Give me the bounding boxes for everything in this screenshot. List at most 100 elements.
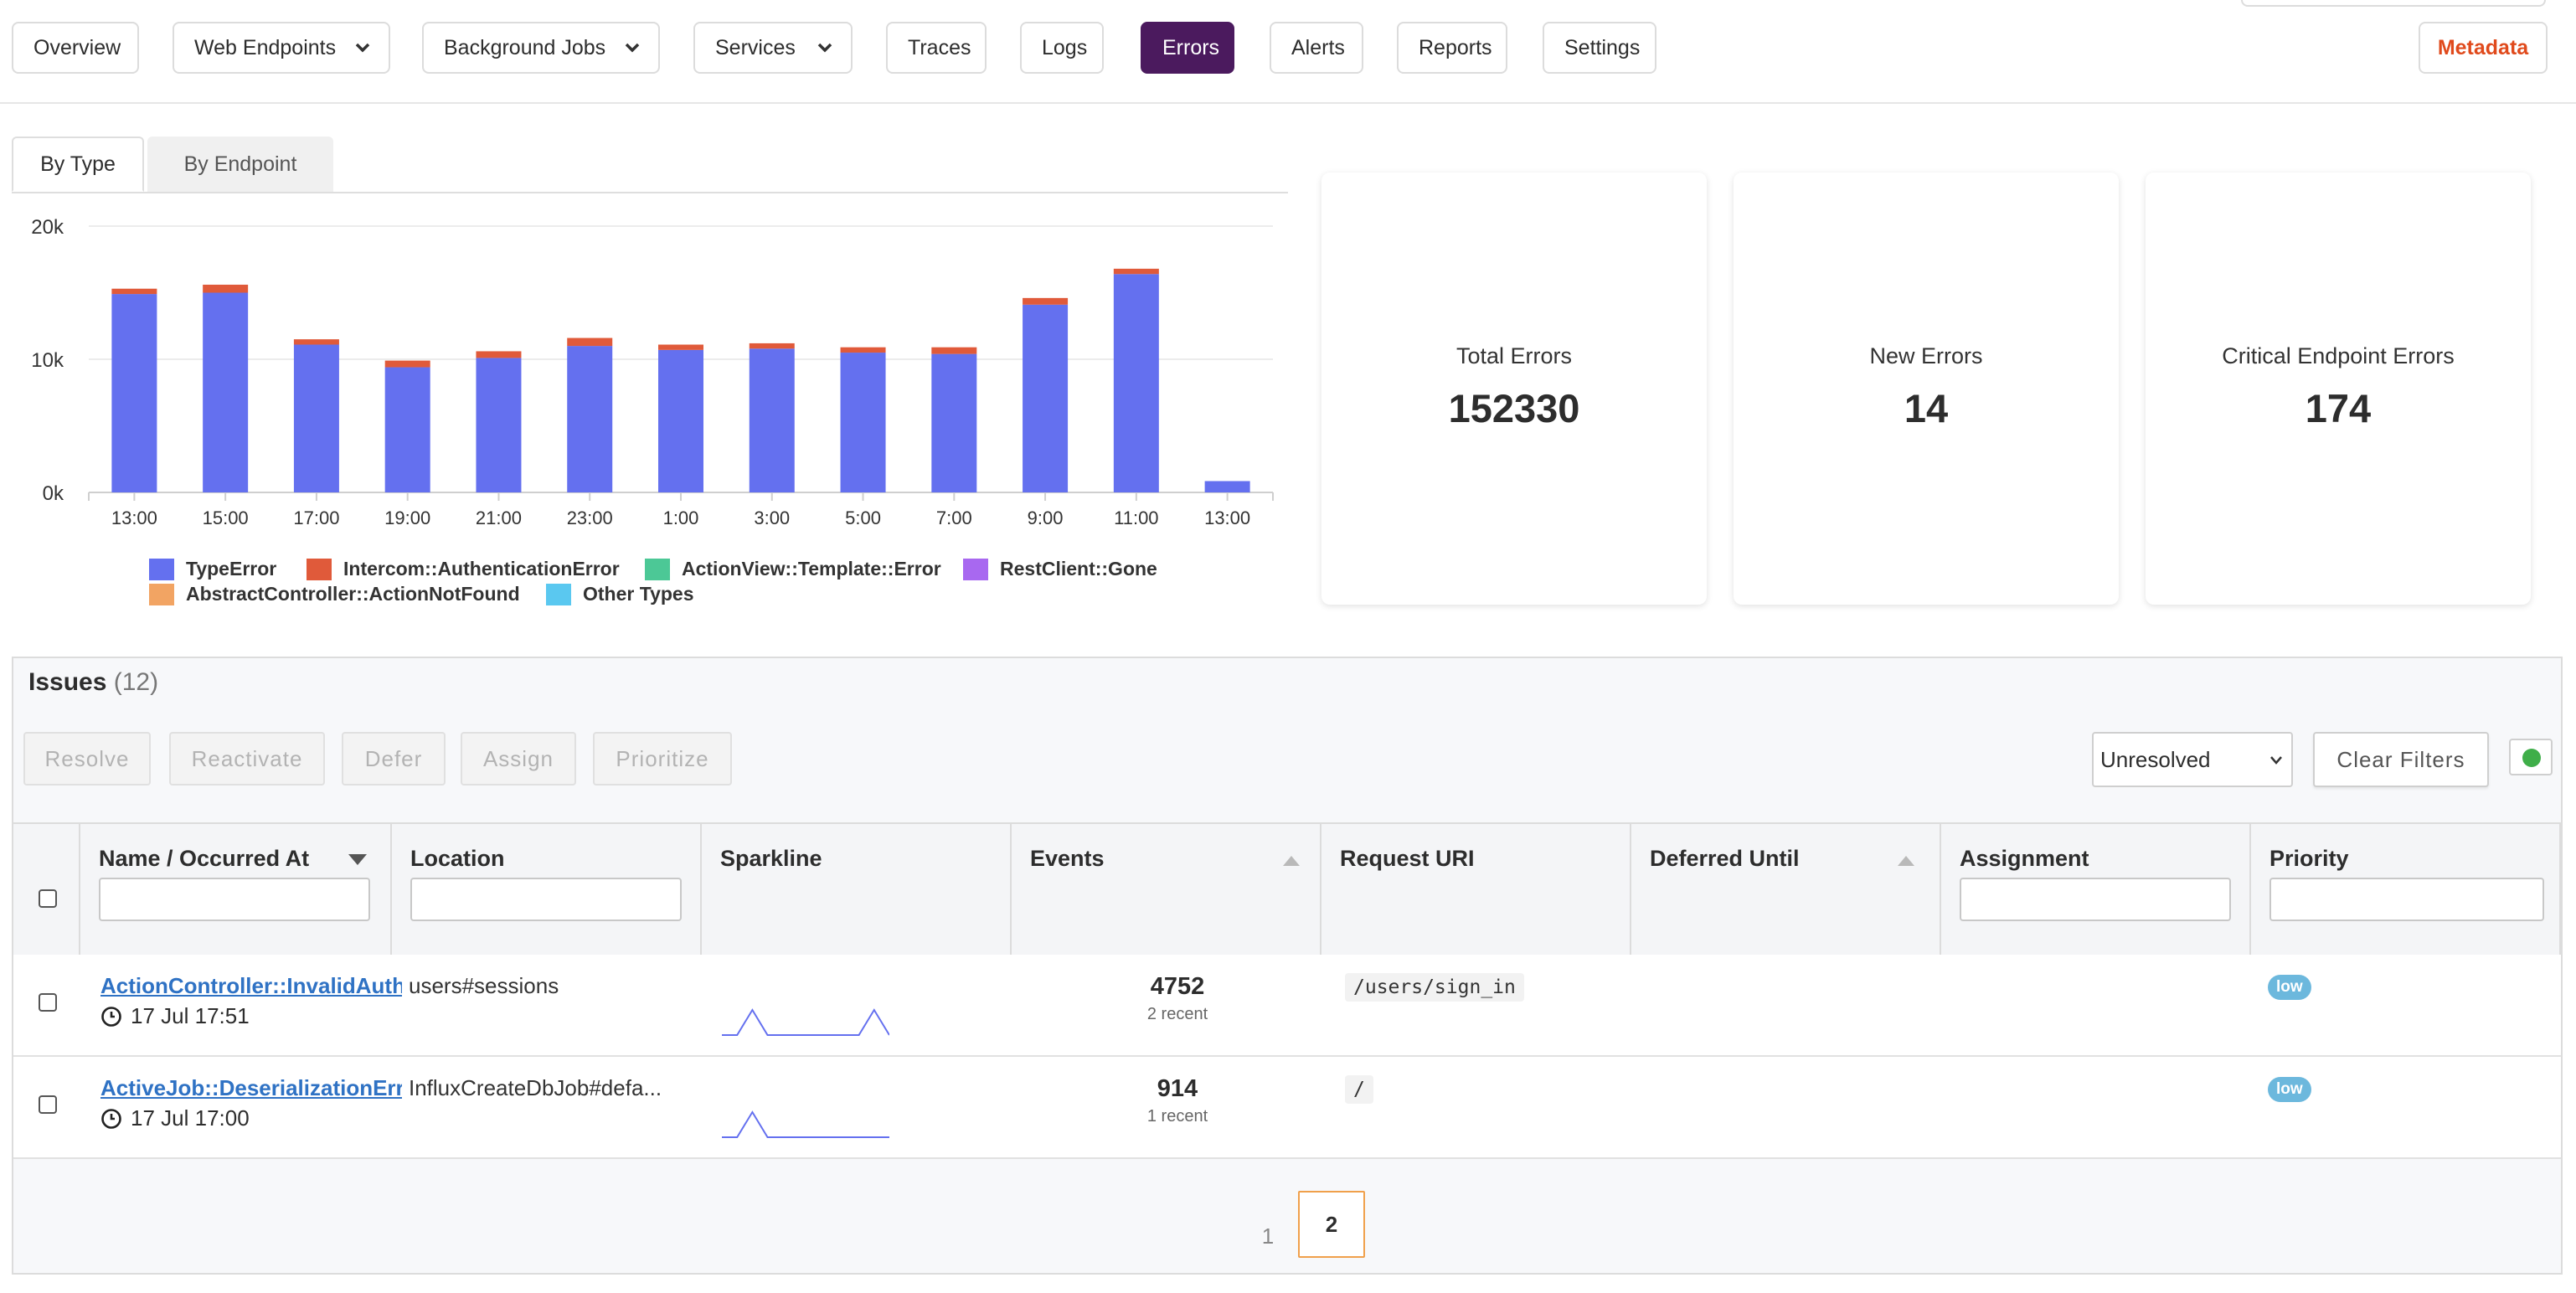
nav-logs[interactable]: Logs <box>1020 22 1104 74</box>
priority-filter-input[interactable] <box>2269 878 2544 921</box>
x-tick-label: 13:00 <box>111 507 157 528</box>
tab-by-endpoint[interactable]: By Endpoint <box>147 137 333 192</box>
stat-value: 14 <box>1904 386 1949 430</box>
x-tick-label: 9:00 <box>1028 507 1064 528</box>
stat-card-critical-endpoint-errors: Critical Endpoint Errors 174 <box>2146 173 2531 605</box>
column-request-uri[interactable]: Request URI <box>1321 824 1631 955</box>
column-deferred-until-label: Deferred Until <box>1650 846 1800 871</box>
y-tick-label: 20k <box>31 216 64 239</box>
x-tick-label: 15:00 <box>203 507 249 528</box>
bar-segment <box>1113 268 1159 275</box>
metadata-button-label: Metadata <box>2437 35 2529 59</box>
legend-swatch <box>149 558 174 580</box>
nav-alerts[interactable]: Alerts <box>1270 22 1363 74</box>
assignment-filter-input[interactable] <box>1960 878 2231 921</box>
status-filter-select[interactable]: Unresolved <box>2092 732 2293 787</box>
legend-swatch <box>963 558 988 580</box>
name-filter-input[interactable] <box>99 878 370 921</box>
column-location[interactable]: Location <box>392 824 702 955</box>
reactivate-button-label: Reactivate <box>191 745 303 771</box>
nav-traces[interactable]: Traces <box>886 22 987 74</box>
legend-label: ActionView::Template::Error <box>682 558 941 580</box>
nav-background-jobs-label: Background Jobs <box>444 35 606 59</box>
defer-button[interactable]: Defer <box>342 732 446 786</box>
nav-background-jobs[interactable]: Background Jobs <box>422 22 660 74</box>
nav-services[interactable]: Services <box>693 22 853 74</box>
page-1-button[interactable]: 1 <box>1243 1211 1293 1261</box>
reactivate-button[interactable]: Reactivate <box>169 732 325 786</box>
nav-services-label: Services <box>715 35 796 59</box>
bar-segment <box>749 343 795 349</box>
legend-swatch <box>149 583 174 605</box>
sparkline-line <box>722 1110 889 1138</box>
x-tick-label: 11:00 <box>1114 507 1158 528</box>
issue-name-link[interactable]: ActiveJob::DeserializationError <box>100 1075 402 1100</box>
column-deferred-until[interactable]: Deferred Until <box>1631 824 1941 955</box>
chevron-down-icon <box>2270 756 2282 765</box>
legend-item-typeerror: TypeError <box>149 558 276 580</box>
legend-label: Other Types <box>583 583 694 605</box>
legend-item-actionview-template: ActionView::Template::Error <box>645 558 941 580</box>
issue-name-link[interactable]: ActionController::InvalidAuthenticityTok… <box>100 973 402 998</box>
tab-by-type[interactable]: By Type <box>12 137 144 192</box>
chevron-down-icon <box>625 43 640 53</box>
nav-reports[interactable]: Reports <box>1397 22 1507 74</box>
legend-swatch <box>645 558 670 580</box>
column-priority[interactable]: Priority <box>2251 824 2561 955</box>
assign-button[interactable]: Assign <box>461 732 576 786</box>
chevron-down-icon <box>817 43 832 53</box>
metadata-button[interactable]: Metadata <box>2419 22 2548 74</box>
x-tick-label: 1:00 <box>663 507 699 528</box>
occurred-at-text: 17 Jul 17:00 <box>131 1105 250 1131</box>
nav-settings-label: Settings <box>1564 35 1641 59</box>
column-request-uri-label: Request URI <box>1340 846 1475 871</box>
table-row[interactable]: ActiveJob::DeserializationError 17 Jul 1… <box>13 1057 2561 1159</box>
issues-title-text: Issues <box>28 668 107 696</box>
nav-reports-label: Reports <box>1419 35 1492 59</box>
row-checkbox[interactable] <box>39 1095 57 1114</box>
table-row[interactable]: ActionController::InvalidAuthenticityTok… <box>13 955 2561 1057</box>
sort-descending-icon[interactable] <box>348 854 367 865</box>
chevron-down-icon <box>355 43 370 53</box>
sort-ascending-icon[interactable] <box>1898 856 1914 866</box>
clear-filters-button[interactable]: Clear Filters <box>2313 732 2489 787</box>
defer-button-label: Defer <box>364 745 423 771</box>
bar-segment <box>384 367 430 492</box>
priority-badge[interactable]: low <box>2268 1077 2311 1102</box>
bar-segment <box>293 339 339 345</box>
bar-segment <box>203 284 249 293</box>
legend-label: RestClient::Gone <box>1000 558 1157 580</box>
sparkline-line <box>722 1008 889 1036</box>
page-2-button[interactable]: 2 <box>1298 1191 1365 1258</box>
legend-label: Intercom::AuthenticationError <box>343 558 620 580</box>
live-update-toggle[interactable] <box>2509 739 2553 775</box>
resolve-button[interactable]: Resolve <box>23 732 151 786</box>
x-tick-label: 23:00 <box>567 507 613 528</box>
select-all-column <box>13 824 80 955</box>
stat-label: Total Errors <box>1455 343 1573 368</box>
events-total: 4752 <box>1150 973 1205 1000</box>
bar-segment <box>749 348 795 492</box>
select-all-checkbox[interactable] <box>39 889 57 908</box>
nav-errors[interactable]: Errors <box>1141 22 1234 74</box>
bar-segment <box>384 360 430 368</box>
prioritize-button[interactable]: Prioritize <box>593 732 732 786</box>
location-filter-input[interactable] <box>410 878 682 921</box>
request-uri: /users/sign_in <box>1345 973 1524 1002</box>
column-events[interactable]: Events <box>1012 824 1321 955</box>
column-assignment[interactable]: Assignment <box>1941 824 2251 955</box>
nav-settings[interactable]: Settings <box>1543 22 1656 74</box>
nav-overview[interactable]: Overview <box>12 22 139 74</box>
row-checkbox[interactable] <box>39 993 57 1012</box>
issue-location: users#sessions <box>409 973 559 998</box>
legend-item-action-not-found: AbstractController::ActionNotFound <box>149 583 520 605</box>
nav-web-endpoints[interactable]: Web Endpoints <box>173 22 390 74</box>
priority-badge[interactable]: low <box>2268 975 2311 1000</box>
top-search-field[interactable] <box>2241 0 2546 7</box>
occurred-at-text: 17 Jul 17:51 <box>131 1003 250 1028</box>
status-filter-value: Unresolved <box>2100 746 2211 772</box>
events-total: 914 <box>1157 1075 1198 1102</box>
column-name[interactable]: Name / Occurred At <box>80 824 392 955</box>
sort-ascending-icon[interactable] <box>1283 856 1300 866</box>
stat-card-new-errors: New Errors 14 <box>1734 173 2119 605</box>
